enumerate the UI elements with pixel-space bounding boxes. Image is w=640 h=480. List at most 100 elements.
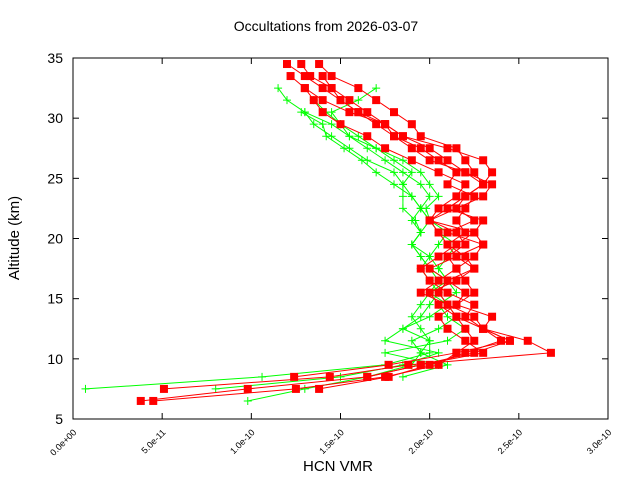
y-tick-label: 15 — [47, 291, 63, 307]
data-point-square — [461, 336, 470, 345]
data-point-square — [425, 276, 434, 285]
data-point-square — [479, 348, 488, 357]
data-point-plus — [425, 180, 434, 189]
data-point-square — [479, 324, 488, 333]
y-tick-label: 10 — [47, 351, 63, 367]
data-point-plus — [354, 96, 363, 105]
x-axis-label: HCN VMR — [303, 458, 373, 475]
data-point-square — [327, 84, 336, 93]
data-point-square — [390, 108, 398, 117]
data-point-plus — [398, 168, 407, 177]
data-point-square — [434, 252, 443, 261]
data-point-square — [461, 288, 470, 297]
data-point-plus — [416, 252, 425, 261]
data-point-square — [470, 312, 479, 321]
data-point-square — [452, 240, 461, 249]
data-point-square — [461, 276, 470, 285]
data-point-square — [407, 120, 416, 129]
data-point-square — [149, 396, 158, 405]
data-point-plus — [407, 336, 416, 345]
data-point-plus — [443, 360, 452, 369]
data-point-square — [372, 96, 381, 105]
data-point-square — [290, 372, 299, 381]
data-point-square — [372, 120, 381, 129]
data-point-square — [425, 156, 434, 165]
data-point-square — [488, 312, 497, 321]
data-point-square — [381, 144, 390, 153]
data-point-square — [159, 384, 168, 393]
data-point-plus — [443, 312, 452, 321]
data-point-square — [443, 324, 452, 333]
data-point-square — [461, 252, 470, 261]
data-point-square — [443, 300, 452, 309]
data-point-plus — [283, 96, 291, 105]
data-point-plus — [327, 120, 336, 129]
data-point-square — [452, 144, 461, 153]
data-point-square — [300, 84, 309, 93]
data-point-square — [452, 276, 461, 285]
y-tick-label: 30 — [47, 110, 63, 126]
data-point-square — [315, 60, 324, 69]
data-point-square — [425, 288, 434, 297]
data-point-square — [443, 276, 452, 285]
data-point-square — [363, 372, 372, 381]
x-tick-label: 2.0e-10 — [406, 427, 435, 456]
data-point-plus — [345, 132, 354, 141]
data-point-square — [345, 96, 354, 105]
data-point-plus — [390, 180, 398, 189]
data-point-square — [297, 60, 306, 69]
data-point-plus — [416, 300, 425, 309]
x-tick-label: 5.0e-11 — [139, 427, 167, 455]
data-point-square — [452, 312, 461, 321]
data-point-square — [443, 180, 452, 189]
data-point-square — [479, 192, 488, 201]
data-point-square — [443, 228, 452, 237]
data-point-square — [336, 96, 345, 105]
data-point-square — [443, 204, 452, 213]
data-point-square — [315, 384, 324, 393]
data-point-square — [505, 336, 514, 345]
data-point-plus — [381, 348, 390, 357]
data-point-square — [416, 288, 425, 297]
data-point-square — [452, 168, 461, 177]
data-point-plus — [340, 144, 349, 153]
data-point-square — [325, 372, 334, 381]
data-point-square — [384, 372, 393, 381]
data-point-square — [452, 228, 461, 237]
data-point-square — [291, 384, 300, 393]
data-point-plus — [416, 228, 425, 237]
data-point-square — [461, 204, 470, 213]
data-point-square — [452, 252, 461, 261]
data-point-square — [286, 72, 295, 81]
data-point-square — [452, 300, 461, 309]
series-5 — [318, 72, 497, 381]
data-point-square — [470, 300, 479, 309]
data-point-square — [488, 168, 497, 177]
data-point-square — [461, 180, 470, 189]
data-point-plus — [297, 108, 306, 117]
data-point-square — [398, 132, 407, 141]
data-point-square — [243, 384, 252, 393]
data-point-square — [390, 132, 398, 141]
data-point-plus — [318, 120, 327, 129]
data-point-plus — [425, 192, 434, 201]
data-point-square — [336, 120, 345, 129]
data-point-square — [363, 108, 372, 117]
data-point-square — [470, 348, 479, 357]
data-point-plus — [425, 252, 434, 261]
data-point-plus — [81, 384, 90, 393]
data-point-square — [470, 288, 479, 297]
data-point-plus — [425, 300, 434, 309]
data-point-square — [318, 108, 327, 117]
series-4 — [300, 84, 505, 393]
series-line — [215, 87, 449, 390]
series-group — [81, 60, 555, 405]
y-tick-label: 5 — [55, 411, 63, 427]
chart-title: Occultations from 2026-03-07 — [234, 18, 419, 34]
data-point-square — [434, 276, 443, 285]
data-point-plus — [443, 336, 452, 345]
data-point-square — [434, 300, 443, 309]
data-point-plus — [452, 288, 461, 297]
data-point-square — [306, 72, 315, 81]
data-point-plus — [243, 396, 252, 405]
